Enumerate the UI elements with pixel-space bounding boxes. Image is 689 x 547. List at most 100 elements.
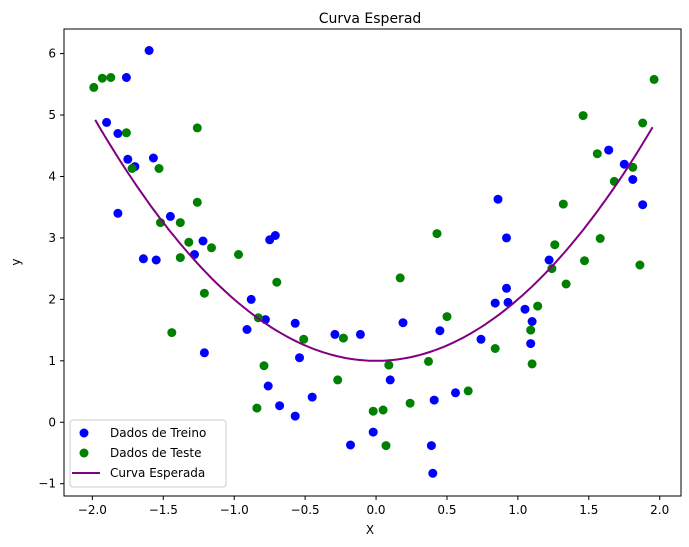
x-tick-label: −2.0	[78, 503, 107, 517]
test-point	[384, 360, 394, 370]
test-point	[175, 253, 185, 263]
train-point	[527, 317, 537, 326]
legend-label: Dados de Teste	[110, 446, 201, 460]
legend-marker	[79, 428, 89, 438]
test-point	[368, 406, 378, 416]
x-axis-label: X	[366, 523, 374, 537]
test-point	[580, 256, 589, 266]
test-point	[192, 123, 202, 133]
test-point	[127, 164, 137, 173]
train-point	[398, 318, 408, 328]
train-point	[346, 440, 355, 450]
train-point	[198, 236, 208, 246]
train-point	[242, 325, 252, 334]
test-point	[628, 162, 638, 172]
test-point	[378, 405, 388, 415]
train-point	[295, 353, 304, 363]
x-tick-label: −1.5	[149, 503, 178, 517]
y-tick-label: 1	[48, 354, 56, 368]
train-point	[428, 468, 438, 478]
test-point	[252, 403, 262, 413]
test-point	[527, 359, 537, 369]
x-tick-label: 0.5	[437, 503, 456, 517]
test-point	[595, 234, 605, 243]
test-point	[175, 218, 185, 228]
x-tick-label: 1.5	[579, 503, 598, 517]
test-point	[550, 240, 560, 250]
y-tick-label: −1	[38, 477, 56, 491]
chart-title: Curva Esperad	[319, 11, 422, 27]
y-axis-label: y	[9, 258, 23, 265]
test-point	[154, 164, 164, 173]
train-point	[604, 145, 614, 155]
legend: Dados de Treino Dados de Teste Curva Esper…	[69, 419, 227, 488]
test-point	[635, 260, 645, 270]
test-point	[272, 277, 282, 287]
train-point	[451, 388, 460, 398]
y-tick-label: 0	[48, 415, 56, 429]
test-point	[97, 73, 107, 83]
y-tick-label: 2	[48, 292, 56, 306]
train-point	[490, 298, 500, 308]
test-point	[649, 74, 659, 84]
train-point	[144, 46, 154, 55]
test-point	[432, 229, 442, 239]
train-point	[102, 117, 112, 127]
legend-label: Curva Esperada	[110, 466, 205, 480]
train-point	[290, 318, 300, 328]
y-tick-label: 3	[48, 231, 56, 245]
train-point	[246, 294, 256, 304]
test-point	[547, 264, 557, 274]
train-point	[544, 255, 554, 265]
train-point	[148, 153, 158, 163]
test-point	[405, 398, 415, 408]
test-point	[207, 243, 216, 253]
x-tick-label: −1.0	[220, 503, 249, 517]
train-point	[123, 154, 133, 164]
train-point	[270, 231, 280, 240]
legend-label: Dados de Treino	[110, 426, 206, 440]
train-point	[113, 208, 123, 218]
train-point	[165, 211, 175, 221]
test-point	[106, 73, 116, 82]
legend-marker	[79, 448, 89, 458]
y-tick-label: 4	[48, 169, 56, 183]
train-point	[476, 334, 486, 344]
y-tick-label: 5	[48, 108, 56, 122]
test-point	[338, 333, 348, 343]
test-point	[592, 149, 602, 159]
test-point	[192, 197, 202, 207]
train-point	[355, 329, 365, 339]
x-tick-label: −0.5	[291, 503, 320, 517]
test-point	[490, 344, 500, 353]
test-point	[259, 361, 269, 371]
test-point	[578, 111, 588, 121]
test-point	[184, 237, 194, 247]
train-point	[638, 200, 648, 210]
test-point	[333, 375, 343, 385]
train-point	[526, 339, 536, 349]
train-point	[502, 233, 511, 243]
train-point	[138, 254, 148, 264]
test-point	[463, 386, 473, 396]
train-point	[368, 427, 378, 437]
train-point	[290, 411, 300, 421]
train-point	[385, 375, 395, 385]
train-point	[619, 159, 629, 169]
plot-frame	[63, 28, 682, 497]
plot-area	[89, 46, 659, 478]
test-point	[558, 199, 568, 209]
legend-box	[69, 419, 227, 488]
test-point	[167, 328, 177, 338]
test-point	[234, 250, 243, 259]
test-point	[533, 301, 543, 311]
test-point	[89, 82, 99, 92]
train-point	[520, 304, 530, 314]
train-point	[263, 381, 273, 391]
train-point	[151, 255, 161, 265]
x-tick-label: 1.0	[508, 503, 527, 517]
x-axis: −2.0 −1.5 −1.0 −0.5 0.0 0.5 1.0 1.5 2.0	[78, 496, 669, 517]
train-point	[307, 392, 317, 402]
train-point	[426, 441, 436, 451]
